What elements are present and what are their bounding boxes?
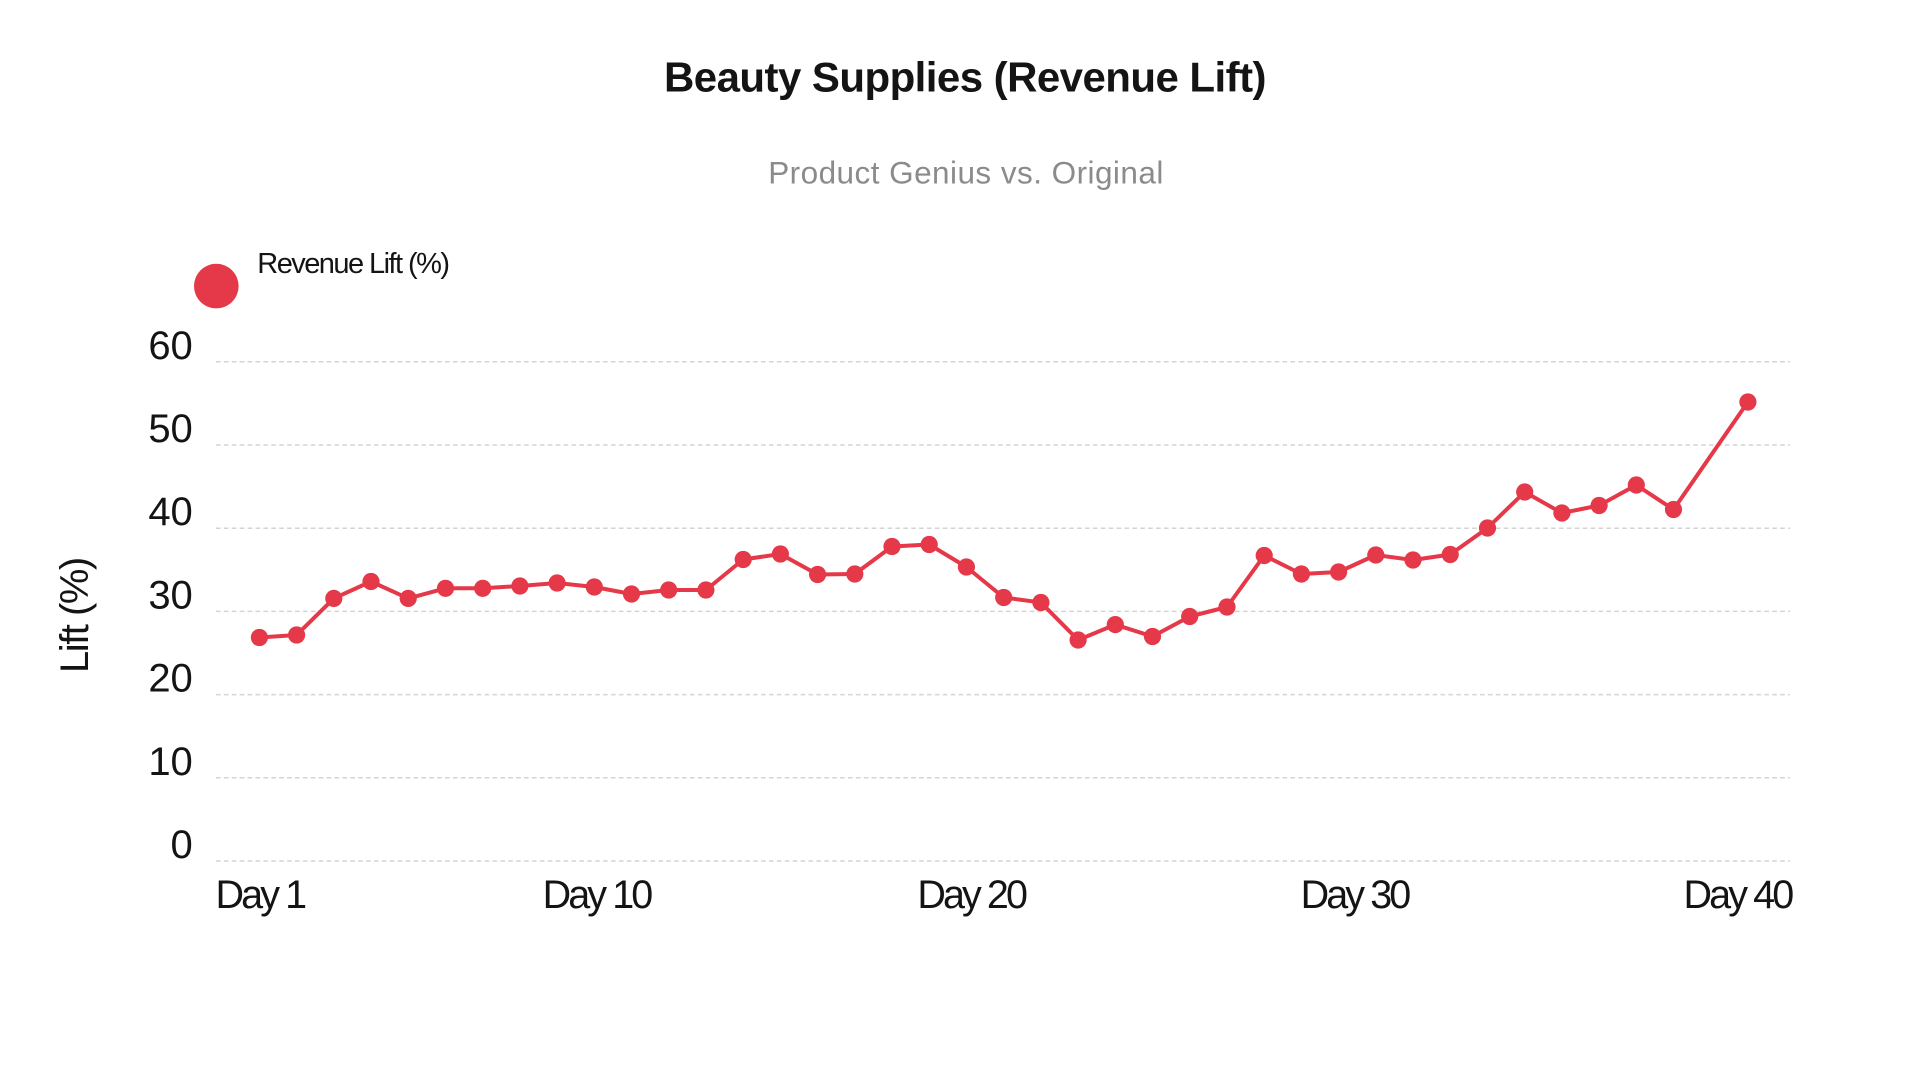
svg-text:Day 40: Day 40 xyxy=(1684,873,1794,917)
svg-text:50: 50 xyxy=(148,407,192,451)
svg-text:Beauty Supplies (Revenue Lift): Beauty Supplies (Revenue Lift) xyxy=(664,53,1266,100)
svg-text:0: 0 xyxy=(170,823,192,867)
svg-text:Revenue Lift (%): Revenue Lift (%) xyxy=(257,248,448,280)
svg-text:Product Genius vs. Original: Product Genius vs. Original xyxy=(768,154,1164,190)
svg-text:Day 1: Day 1 xyxy=(216,873,307,917)
svg-text:10: 10 xyxy=(148,740,192,784)
svg-text:Lift (%): Lift (%) xyxy=(53,558,97,673)
svg-text:Day 30: Day 30 xyxy=(1301,873,1411,917)
svg-text:Day 10: Day 10 xyxy=(543,873,653,917)
svg-text:40: 40 xyxy=(148,490,192,534)
svg-text:Day 20: Day 20 xyxy=(917,873,1027,917)
svg-text:30: 30 xyxy=(148,573,192,617)
svg-text:60: 60 xyxy=(148,324,192,368)
svg-text:20: 20 xyxy=(148,657,192,701)
